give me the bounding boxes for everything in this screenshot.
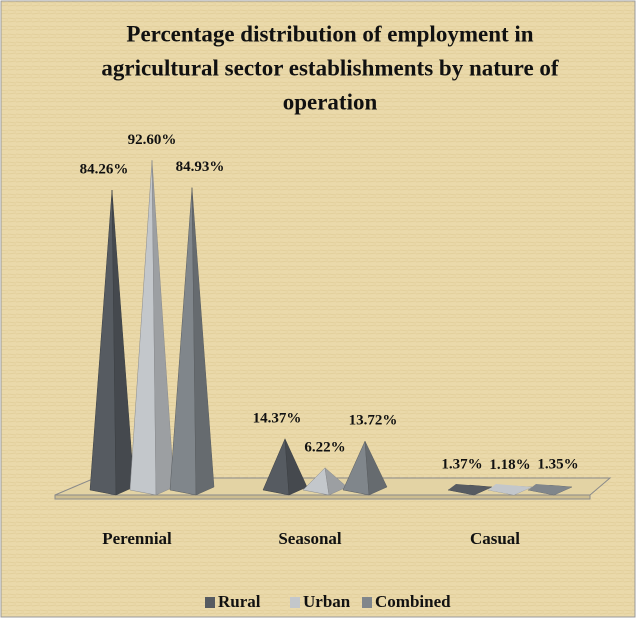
legend-swatch — [362, 597, 372, 608]
legend-label: Rural — [218, 592, 261, 611]
chart-title: operation — [283, 89, 378, 114]
data-label: 1.37% — [441, 457, 482, 473]
data-label: 6.22% — [304, 439, 345, 455]
pyramid — [527, 484, 573, 496]
pyramid-face-right — [191, 187, 215, 496]
pyramid-face-right — [111, 190, 135, 496]
legend-label: Combined — [375, 592, 451, 611]
data-label: 84.26% — [80, 161, 129, 177]
x-tick-label: Seasonal — [278, 529, 342, 548]
pyramid — [487, 484, 533, 496]
pyramid-base — [488, 484, 532, 495]
x-tick-label: Perennial — [102, 529, 172, 548]
x-tick-label: Casual — [470, 529, 520, 548]
legend-label: Urban — [303, 592, 351, 611]
floor-edge — [54, 494, 591, 500]
data-label: 92.60% — [128, 132, 177, 148]
pyramid-face-right — [284, 438, 308, 496]
pyramid-face-right — [151, 160, 175, 496]
pyramid — [169, 187, 215, 496]
chart-title: Percentage distribution of employment in — [126, 21, 533, 46]
legend-swatch — [205, 597, 215, 608]
data-label: 84.93% — [176, 159, 225, 175]
pyramid — [447, 484, 493, 496]
data-label: 1.35% — [537, 457, 578, 473]
pyramid — [129, 160, 175, 496]
data-label: 13.72% — [349, 413, 398, 429]
pyramid-base — [528, 484, 572, 495]
pyramid — [89, 190, 135, 496]
pyramid — [302, 467, 348, 496]
pyramid — [342, 441, 388, 496]
pyramid — [262, 438, 308, 496]
data-label: 1.18% — [489, 457, 530, 473]
pyramid-face-right — [364, 441, 388, 496]
data-label: 14.37% — [253, 410, 302, 426]
legend-swatch — [290, 597, 300, 608]
chart-title: agricultural sector establishments by na… — [101, 55, 559, 80]
pyramid-base — [448, 484, 492, 495]
pyramid-face-right — [324, 467, 348, 496]
